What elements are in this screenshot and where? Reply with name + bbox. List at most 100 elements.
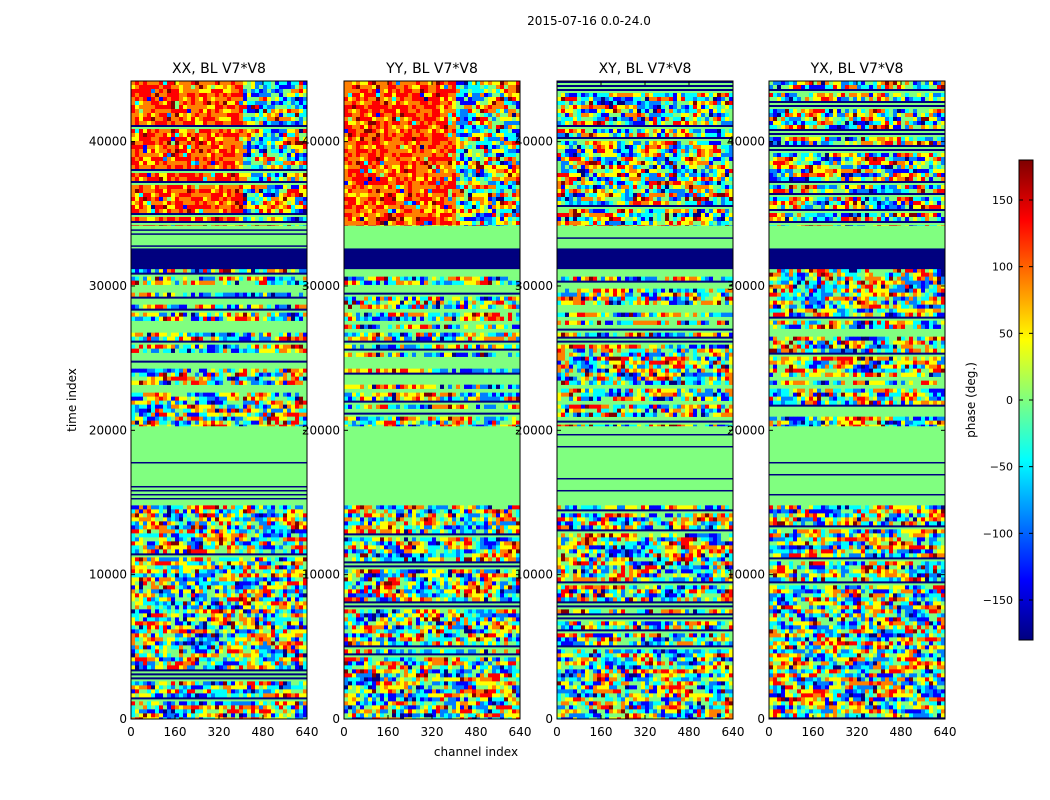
heatmap-cell: [239, 557, 244, 562]
heatmap-cell: [223, 565, 228, 570]
heatmap-cell: [247, 653, 252, 658]
heatmap-cell: [131, 420, 136, 425]
heatmap-cell: [263, 573, 268, 578]
heatmap-cell: [255, 165, 260, 170]
heatmap-cell: [199, 408, 204, 413]
heatmap-cell: [227, 101, 232, 106]
heatmap-cell: [287, 537, 292, 542]
heatmap-cell: [227, 701, 232, 706]
heatmap-cell: [251, 609, 256, 614]
heatmap-cell: [155, 97, 160, 102]
heatmap-cell: [303, 416, 307, 421]
heatmap-cell: [303, 312, 307, 317]
heatmap-cell: [203, 573, 208, 578]
heatmap-cell: [183, 81, 188, 86]
heatmap-cell: [239, 109, 244, 114]
heatmap-cell: [271, 392, 276, 397]
heatmap-cell: [147, 93, 152, 98]
heatmap-cell: [271, 97, 276, 102]
heatmap-cell: [243, 641, 248, 646]
heatmap-cell: [175, 145, 180, 150]
heatmap-cell: [468, 525, 473, 530]
heatmap-cell: [211, 336, 216, 341]
heatmap-cell: [255, 217, 260, 222]
heatmap-cell: [235, 89, 240, 94]
heatmap-cell: [243, 153, 248, 158]
heatmap-cell: [295, 641, 300, 646]
heatmap-cell: [464, 505, 469, 510]
heatmap-cell: [283, 545, 288, 550]
heatmap-cell: [251, 336, 256, 341]
heatmap-cell: [203, 681, 208, 686]
heatmap-cell: [263, 701, 268, 706]
heatmap-cell: [231, 153, 236, 158]
heatmap-cell: [199, 597, 204, 602]
heatmap-cell: [223, 93, 228, 98]
heatmap-cell: [408, 509, 413, 514]
heatmap-cell: [171, 629, 176, 634]
heatmap-cell: [131, 713, 136, 718]
heatmap-cell: [183, 189, 188, 194]
heatmap-cell: [412, 529, 417, 534]
heatmap-cell: [207, 149, 212, 154]
heatmap-cell: [480, 509, 485, 514]
heatmap-cell: [283, 693, 288, 698]
heatmap-cell: [295, 645, 300, 650]
heatmap-cell: [207, 633, 212, 638]
heatmap-cell: [175, 133, 180, 138]
heatmap-cell: [191, 581, 196, 586]
heatmap-cell: [131, 392, 136, 397]
heatmap-cell: [384, 509, 389, 514]
heatmap-cell: [131, 705, 136, 710]
heatmap-cell: [147, 292, 152, 297]
heatmap-cell: [255, 312, 260, 317]
heatmap-cell: [235, 177, 240, 182]
heatmap-cell: [219, 613, 224, 618]
heatmap-cell: [207, 657, 212, 662]
heatmap-cell: [231, 569, 236, 574]
heatmap-cell: [255, 189, 260, 194]
heatmap-cell: [171, 89, 176, 94]
heatmap-cell: [299, 201, 304, 206]
heatmap-cell: [283, 412, 288, 417]
heatmap-cell: [187, 165, 192, 170]
heatmap-cell: [255, 565, 260, 570]
heatmap-cell: [303, 177, 307, 182]
heatmap-cell: [215, 557, 220, 562]
heatmap-cell: [283, 549, 288, 554]
heatmap-cell: [227, 400, 232, 405]
heatmap-cell: [259, 693, 264, 698]
heatmap-cell: [283, 304, 288, 309]
heatmap-cell: [263, 705, 268, 710]
heatmap-cell: [147, 133, 152, 138]
heatmap-cell: [171, 392, 176, 397]
heatmap-cell: [271, 280, 276, 285]
heatmap-cell: [223, 89, 228, 94]
heatmap-cell: [295, 613, 300, 618]
heatmap-cell: [235, 513, 240, 518]
heatmap-cell: [215, 209, 220, 214]
heatmap-cell: [175, 113, 180, 118]
heatmap-cell: [155, 400, 160, 405]
heatmap-cell: [143, 517, 148, 522]
heatmap-cell: [303, 113, 307, 118]
heatmap-cell: [135, 665, 140, 670]
heatmap-cell: [139, 557, 144, 562]
heatmap-cell: [147, 225, 152, 226]
heatmap-cell: [356, 513, 361, 518]
heatmap-cell: [143, 149, 148, 154]
heatmap-cell: [211, 416, 216, 421]
heatmap-cell: [303, 280, 307, 285]
heatmap-cell: [199, 217, 204, 222]
heatmap-cell: [223, 201, 228, 206]
heatmap-cell: [255, 581, 260, 586]
heatmap-cell: [167, 145, 172, 150]
heatmap-cell: [299, 217, 304, 222]
heatmap-cell: [195, 101, 200, 106]
heatmap-cell: [247, 601, 252, 606]
heatmap-cell: [263, 153, 268, 158]
heatmap-cell: [183, 404, 188, 409]
heatmap-cell: [143, 133, 148, 138]
heatmap-cell: [139, 645, 144, 650]
heatmap-cell: [303, 577, 307, 582]
